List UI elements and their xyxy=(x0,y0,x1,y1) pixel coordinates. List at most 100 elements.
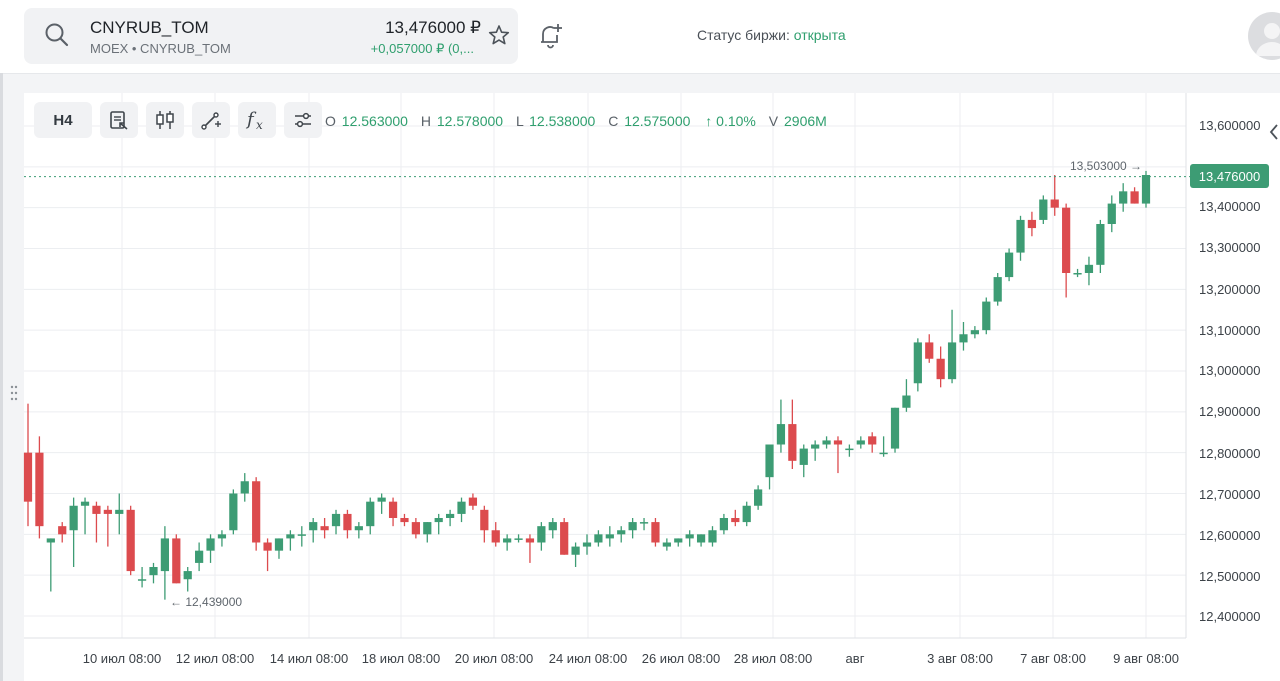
candle-body xyxy=(811,444,820,449)
ticker-search-card[interactable]: CNYRUB_TOM MOEX • CNYRUB_TOM 13,476000 ₽… xyxy=(24,8,518,64)
candle-body xyxy=(240,481,249,494)
avatar[interactable] xyxy=(1248,12,1280,60)
y-axis-label: 12,800000 xyxy=(1199,446,1261,461)
candle-body xyxy=(514,538,523,540)
user-icon xyxy=(1256,23,1280,56)
candle-body xyxy=(605,534,614,539)
exchange-status: Статус биржи: открыта xyxy=(697,27,846,43)
settings-button[interactable] xyxy=(284,102,322,138)
candle-body xyxy=(491,530,500,543)
candle-body xyxy=(274,538,284,551)
candle-body xyxy=(503,538,512,543)
x-axis-label: 7 авг 08:00 xyxy=(1020,651,1086,666)
candle-body xyxy=(183,571,192,580)
candle-body xyxy=(206,538,215,551)
candle-body xyxy=(149,567,158,576)
ohlc-low-value: 12.538000 xyxy=(529,113,596,129)
x-axis-label: 26 июл 08:00 xyxy=(641,651,721,666)
candle-body xyxy=(970,330,979,335)
compare-icon xyxy=(110,111,128,130)
candle-body xyxy=(868,436,877,445)
candle-body xyxy=(845,448,854,451)
ohlc-high-label: H xyxy=(420,113,431,129)
candle-body xyxy=(1096,224,1105,265)
candle-body xyxy=(925,342,934,359)
candle-body xyxy=(617,530,626,535)
candle-body xyxy=(400,518,409,523)
candle-body xyxy=(331,513,341,527)
candle-body xyxy=(46,538,55,543)
candle-body xyxy=(799,448,808,465)
last-price-tag: 13,476000 xyxy=(1190,164,1269,188)
candle-body xyxy=(468,497,478,506)
candle-body xyxy=(309,522,318,531)
indicators-icon: f x xyxy=(245,109,263,131)
candle-body xyxy=(1084,264,1094,273)
ticker-price: 13,476000 ₽ xyxy=(385,18,481,37)
candle-body xyxy=(822,440,831,445)
exchange-status-value: открыта xyxy=(793,27,846,43)
y-axis-label: 12,500000 xyxy=(1199,569,1261,584)
candle-body xyxy=(69,505,78,531)
ohlc-volume-value: 2906M xyxy=(784,113,827,129)
star-icon[interactable] xyxy=(488,24,510,46)
candle-body xyxy=(172,538,181,584)
candle-body xyxy=(776,424,786,445)
candle-body xyxy=(651,522,660,543)
interval-button[interactable]: H4 xyxy=(34,102,92,138)
candle-body xyxy=(229,493,238,531)
candle-body xyxy=(685,534,694,539)
chevron-left-icon[interactable] xyxy=(1268,122,1280,142)
low-annotation: ← 12,439000 xyxy=(170,595,243,609)
candle-body xyxy=(719,518,729,531)
x-axis-label: 9 авг 08:00 xyxy=(1113,651,1179,666)
candle-body xyxy=(423,522,432,535)
candle-body xyxy=(297,534,306,536)
candle-body xyxy=(662,542,671,547)
candle-body xyxy=(571,546,580,555)
candle-body xyxy=(58,526,67,535)
high-annotation: 13,503000 → xyxy=(1070,159,1143,173)
ohlc-volume-label: V xyxy=(768,113,779,129)
x-axis-label: 12 июл 08:00 xyxy=(175,651,255,666)
y-axis-label: 12,600000 xyxy=(1199,528,1261,543)
candle-type-button[interactable] xyxy=(146,102,184,138)
search-icon[interactable] xyxy=(44,22,70,48)
candle-body xyxy=(902,395,911,408)
candle-body xyxy=(560,522,569,555)
compare-button[interactable] xyxy=(100,102,138,138)
candle-body xyxy=(103,509,112,514)
candle-body xyxy=(582,542,592,547)
drawing-tools-button[interactable] xyxy=(192,102,230,138)
left-panel-edge xyxy=(0,73,3,681)
candle-body xyxy=(639,522,649,524)
ticker-exchange: MOEX • CNYRUB_TOM xyxy=(90,41,231,56)
chart-panel[interactable] xyxy=(24,93,1280,681)
indicators-button[interactable]: f x xyxy=(238,102,276,138)
candle-body xyxy=(537,526,546,543)
y-axis-label: 13,600000 xyxy=(1199,118,1261,133)
y-axis-label: 12,900000 xyxy=(1199,404,1261,419)
x-axis-label: 14 июл 08:00 xyxy=(269,651,349,666)
x-axis-label: 20 июл 08:00 xyxy=(454,651,534,666)
candle-body xyxy=(160,538,170,572)
candle-body xyxy=(411,522,420,535)
chart-toolbar: H4 f x xyxy=(34,102,322,140)
candle-body xyxy=(982,301,991,331)
ohlc-open-value: 12.563000 xyxy=(341,113,408,129)
x-axis-label: 24 июл 08:00 xyxy=(548,651,628,666)
candle-body xyxy=(788,424,797,461)
bell-plus-icon[interactable] xyxy=(538,22,564,50)
ohlc-open-label: O xyxy=(325,113,336,129)
candle-body xyxy=(947,342,957,380)
candle-body xyxy=(1004,252,1014,278)
x-axis-label: 28 июл 08:00 xyxy=(733,651,813,666)
candle-body xyxy=(731,518,740,523)
drag-handle-icon[interactable] xyxy=(10,384,18,406)
y-axis-label: 13,000000 xyxy=(1199,363,1261,378)
candle-body xyxy=(377,497,386,502)
y-axis-label: 12,400000 xyxy=(1199,609,1261,624)
ticker-change: +0,057000 ₽ (0,... xyxy=(370,41,474,56)
y-axis-label: 12,700000 xyxy=(1199,487,1261,502)
